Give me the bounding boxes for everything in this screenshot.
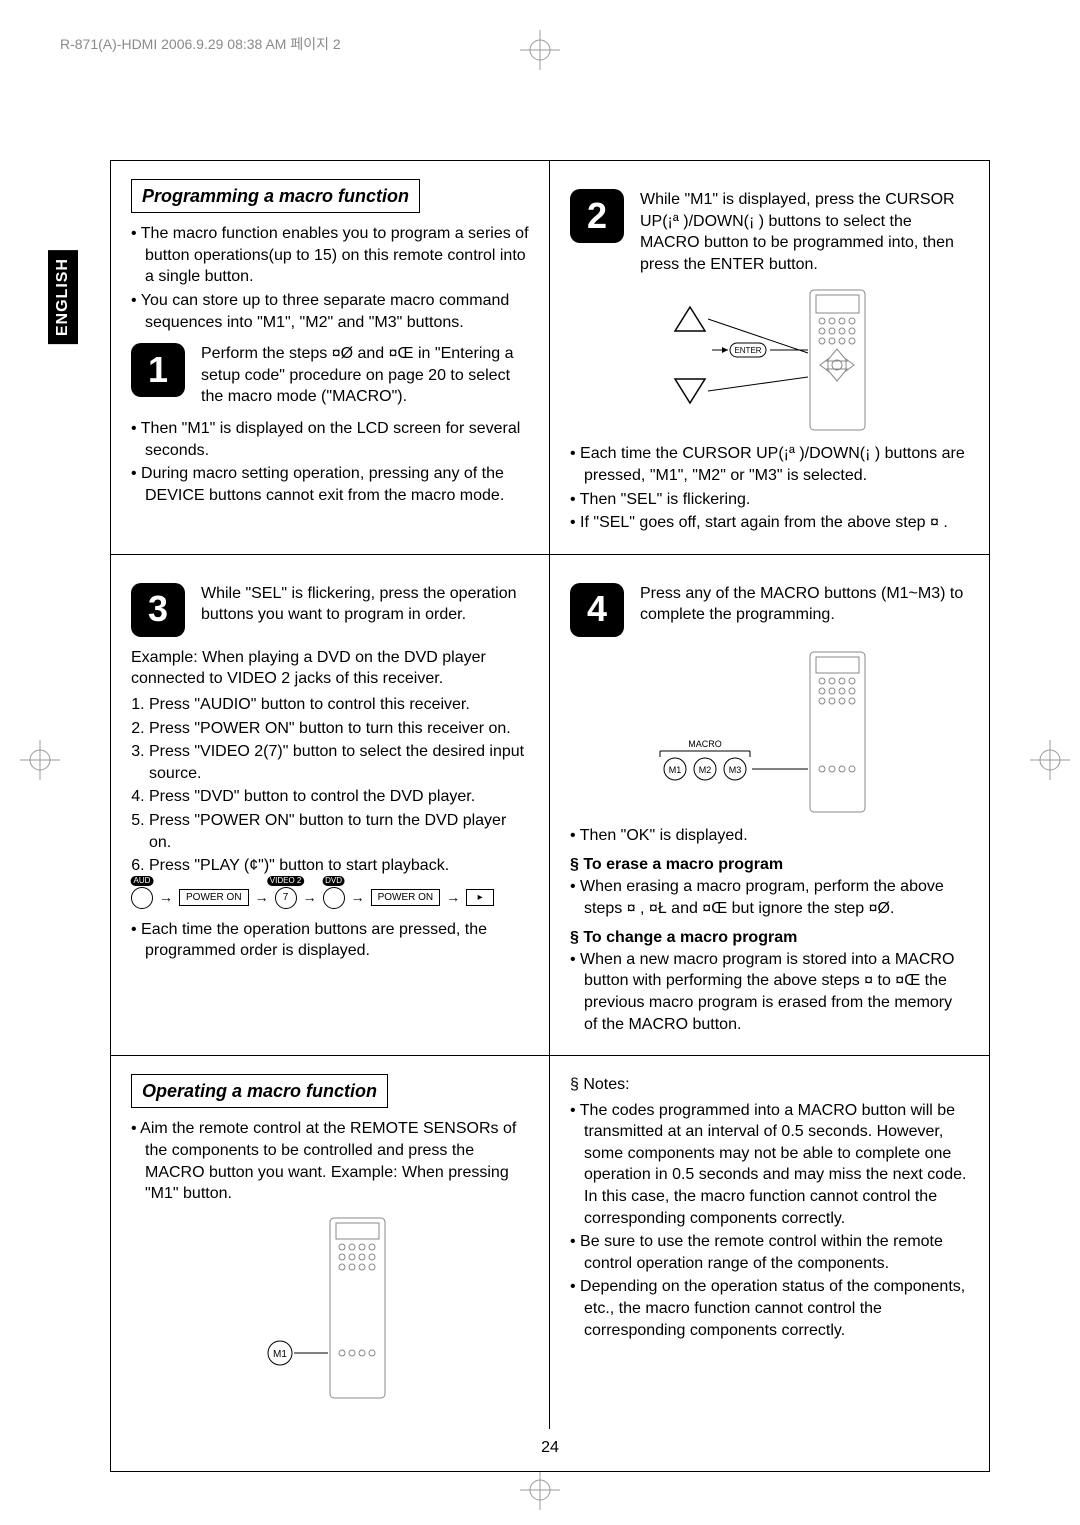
flow-diagram: AUD → POWER ON → VIDEO 27 → DVD → POWER … xyxy=(131,887,529,909)
note-3: Depending on the operation status of the… xyxy=(570,1276,969,1341)
programming-title: Programming a macro function xyxy=(131,179,420,213)
step-1-row: 1 Perform the steps ¤Ø and ¤Œ in "Enteri… xyxy=(131,343,529,408)
prog-intro-1: The macro function enables you to progra… xyxy=(131,223,529,288)
step-4-row: 4 Press any of the MACRO buttons (M1~M3)… xyxy=(570,583,969,637)
flow-poweron-2: POWER ON xyxy=(371,889,441,907)
after-step3-1: Each time the operation buttons are pres… xyxy=(131,919,529,962)
notes-title: § Notes: xyxy=(570,1074,969,1096)
page-number: 24 xyxy=(111,1429,989,1471)
ex-step-6: Press "PLAY (¢")" button to start playba… xyxy=(149,855,529,877)
ex-step-1: Press "AUDIO" button to control this rec… xyxy=(149,694,529,716)
after-step2-2: Then "SEL" is flickering. xyxy=(570,489,969,511)
erase-body-list: When erasing a macro program, perform th… xyxy=(570,876,969,919)
page-frame: Programming a macro function The macro f… xyxy=(110,160,990,1472)
ex-step-2: Press "POWER ON" button to turn this rec… xyxy=(149,718,529,740)
svg-text:M3: M3 xyxy=(728,765,741,775)
note-2: Be sure to use the remote control within… xyxy=(570,1231,969,1274)
cell-notes: § Notes: The codes programmed into a MAC… xyxy=(550,1056,989,1429)
cell-prog-step1: Programming a macro function The macro f… xyxy=(111,161,550,555)
arrow-icon: → xyxy=(159,888,173,907)
svg-text:M1: M1 xyxy=(273,1349,287,1360)
crop-mark-top xyxy=(520,30,560,70)
ex-step-3: Press "VIDEO 2(7)" button to select the … xyxy=(149,741,529,784)
step-1-badge: 1 xyxy=(131,343,185,397)
step4-diagram: MACRO M1 M2 M3 xyxy=(630,647,910,817)
after-step2-list: Each time the CURSOR UP(¡ª )/DOWN(¡ ) bu… xyxy=(570,443,969,533)
flow-poweron-1: POWER ON xyxy=(179,889,249,907)
flow-aud: AUD xyxy=(131,887,153,909)
cell-step2: 2 While "M1" is displayed, press the CUR… xyxy=(550,161,989,555)
operating-title: Operating a macro function xyxy=(131,1074,388,1108)
after-step1-list: Then "M1" is displayed on the LCD screen… xyxy=(131,418,529,506)
svg-text:M1: M1 xyxy=(668,765,681,775)
svg-text:M2: M2 xyxy=(698,765,711,775)
example-intro: Example: When playing a DVD on the DVD p… xyxy=(131,647,529,690)
step-4-text: Press any of the MACRO buttons (M1~M3) t… xyxy=(640,583,969,626)
example-steps: Press "AUDIO" button to control this rec… xyxy=(131,694,529,877)
arrow-icon: → xyxy=(446,888,460,907)
cell-operating: Operating a macro function Aim the remot… xyxy=(111,1056,550,1429)
arrow-icon: → xyxy=(351,888,365,907)
enter-label: ENTER xyxy=(734,346,761,355)
prog-intro-2: You can store up to three separate macro… xyxy=(131,290,529,333)
arrow-icon: → xyxy=(303,888,317,907)
op-body-list: Aim the remote control at the REMOTE SEN… xyxy=(131,1118,529,1204)
step2-diagram: ENTER xyxy=(630,285,910,435)
step-3-badge: 3 xyxy=(131,583,185,637)
notes-list: The codes programmed into a MACRO button… xyxy=(570,1100,969,1342)
language-tab: ENGLISH xyxy=(48,250,78,344)
step-2-text: While "M1" is displayed, press the CURSO… xyxy=(640,189,969,275)
flow-play: ▸ xyxy=(466,889,494,907)
change-title: § To change a macro program xyxy=(570,927,969,949)
arrow-icon: → xyxy=(255,888,269,907)
step-2-row: 2 While "M1" is displayed, press the CUR… xyxy=(570,189,969,275)
step-2-badge: 2 xyxy=(570,189,624,243)
step-4-badge: 4 xyxy=(570,583,624,637)
crop-mark-left xyxy=(20,740,60,780)
after-step2-1: Each time the CURSOR UP(¡ª )/DOWN(¡ ) bu… xyxy=(570,443,969,486)
step-1-text: Perform the steps ¤Ø and ¤Œ in "Entering… xyxy=(201,343,529,408)
macro-label: MACRO xyxy=(688,739,722,749)
ex-step-4: Press "DVD" button to control the DVD pl… xyxy=(149,786,529,808)
after-step1-2: During macro setting operation, pressing… xyxy=(131,463,529,506)
after-step4-1: Then "OK" is displayed. xyxy=(570,825,969,847)
cell-step4: 4 Press any of the MACRO buttons (M1~M3)… xyxy=(550,555,989,1056)
ex-step-5: Press "POWER ON" button to turn the DVD … xyxy=(149,810,529,853)
after-step3-list: Each time the operation buttons are pres… xyxy=(131,919,529,962)
step-3-row: 3 While "SEL" is flickering, press the o… xyxy=(131,583,529,637)
operating-diagram: M1 xyxy=(230,1213,430,1403)
op-body: Aim the remote control at the REMOTE SEN… xyxy=(131,1118,529,1204)
step-3-text: While "SEL" is flickering, press the ope… xyxy=(201,583,529,626)
prog-intro-list: The macro function enables you to progra… xyxy=(131,223,529,333)
note-1: The codes programmed into a MACRO button… xyxy=(570,1100,969,1230)
crop-mark-right xyxy=(1030,740,1070,780)
erase-body: When erasing a macro program, perform th… xyxy=(570,876,969,919)
print-header: R-871(A)-HDMI 2006.9.29 08:38 AM 페이지 2 xyxy=(60,34,341,54)
cell-step3: 3 While "SEL" is flickering, press the o… xyxy=(111,555,550,1056)
after-step1-1: Then "M1" is displayed on the LCD screen… xyxy=(131,418,529,461)
flow-dvd: DVD xyxy=(323,887,345,909)
erase-title: § To erase a macro program xyxy=(570,854,969,876)
flow-video2: VIDEO 27 xyxy=(275,887,297,909)
change-body: When a new macro program is stored into … xyxy=(570,949,969,1035)
after-step2-3: If "SEL" goes off, start again from the … xyxy=(570,512,969,534)
crop-mark-bottom xyxy=(520,1470,560,1510)
change-body-list: When a new macro program is stored into … xyxy=(570,949,969,1035)
after-step4-list: Then "OK" is displayed. xyxy=(570,825,969,847)
